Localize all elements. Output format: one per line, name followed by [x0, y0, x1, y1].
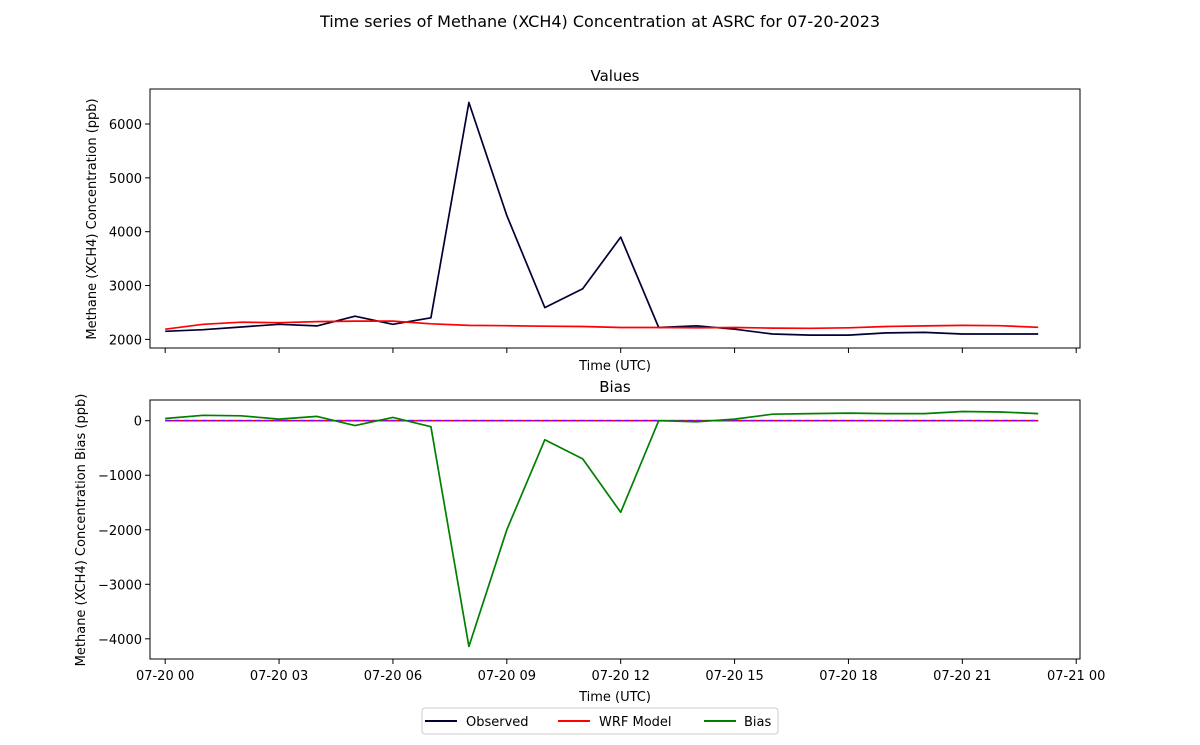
legend-frame: [421, 707, 779, 735]
bias-x-tick-label: 07-20 00: [136, 669, 194, 684]
values-y-tick-label: 5000: [109, 172, 142, 187]
bias-x-tick-label: 07-20 06: [364, 669, 422, 684]
bias-x-tick-label: 07-20 21: [933, 669, 991, 684]
values-series-observed: [165, 101, 1039, 336]
values-panel: Values Time (UTC) Methane (XCH4) Concent…: [85, 67, 1081, 374]
bias-title: Bias: [599, 378, 631, 396]
bias-y-tick-label: −3000: [98, 578, 142, 593]
values-y-tick-label: 4000: [109, 226, 142, 241]
values-ylabel: Methane (XCH4) Concentration (ppb): [85, 98, 100, 339]
bias-x-tick-label: 07-20 18: [819, 669, 877, 684]
values-xlabel: Time (UTC): [578, 359, 651, 374]
suptitle: Time series of Methane (XCH4) Concentrat…: [319, 12, 880, 31]
values-series-wrf-model: [165, 320, 1039, 331]
bias-y-tick-label: 0: [134, 415, 142, 430]
bias-y-tick-label: −1000: [98, 469, 142, 484]
bias-axes-frame: [149, 399, 1081, 660]
values-y-tick-label: 3000: [109, 280, 142, 295]
values-title: Values: [590, 67, 639, 85]
bias-x-tick-label: 07-20 15: [705, 669, 763, 684]
values-y-tick-label: 2000: [109, 333, 142, 348]
bias-y-tick-label: −4000: [98, 633, 142, 648]
bias-x-tick-label: 07-20 03: [250, 669, 308, 684]
bias-xlabel: Time (UTC): [578, 690, 651, 705]
bias-y-tick-label: −2000: [98, 524, 142, 539]
bias-x-tick-label: 07-20 09: [478, 669, 536, 684]
bias-series-bias: [165, 410, 1039, 648]
legend-observed-label: Observed: [466, 715, 529, 730]
bias-x-tick-label: 07-20 12: [591, 669, 649, 684]
bias-panel: Bias Time (UTC) Methane (XCH4) Concentra…: [74, 378, 1105, 705]
legend-bias-label: Bias: [744, 715, 771, 730]
values-y-tick-label: 6000: [109, 118, 142, 133]
values-axes-frame: [149, 88, 1081, 349]
legend: Observed WRF Model Bias: [421, 707, 779, 735]
bias-ylabel: Methane (XCH4) Concentration Bias (ppb): [74, 394, 89, 667]
bias-x-tick-label: 07-21 00: [1047, 669, 1105, 684]
legend-wrf-model-label: WRF Model: [599, 715, 672, 730]
